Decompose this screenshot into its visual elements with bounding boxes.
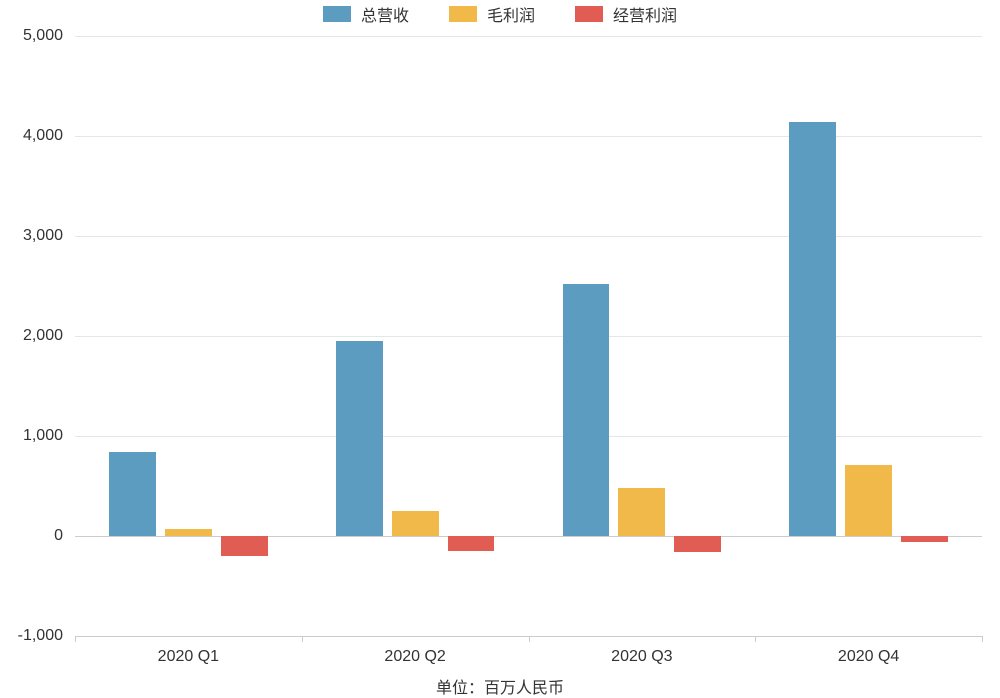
y-tick-label: 2,000: [23, 327, 75, 345]
legend-label: 总营收: [361, 2, 409, 26]
x-tick: [982, 636, 983, 642]
gridline: [75, 436, 982, 437]
legend-swatch: [575, 6, 603, 22]
y-tick-label: -1,000: [18, 627, 75, 645]
legend-label: 经营利润: [613, 2, 677, 26]
bar[interactable]: [563, 284, 610, 536]
x-tick: [75, 636, 76, 642]
plot-area: -1,00001,0002,0003,0004,0005,0002020 Q12…: [75, 36, 982, 636]
legend-item[interactable]: 毛利润: [449, 2, 535, 26]
x-tick: [755, 636, 756, 642]
y-tick-label: 1,000: [23, 427, 75, 445]
x-tick-label: 2020 Q3: [611, 648, 672, 666]
x-tick-label: 2020 Q4: [838, 648, 899, 666]
bar[interactable]: [448, 536, 495, 551]
gridline: [75, 236, 982, 237]
bar[interactable]: [392, 511, 439, 536]
x-tick-label: 2020 Q2: [384, 648, 445, 666]
bar[interactable]: [336, 341, 383, 536]
grouped-bar-chart: 总营收毛利润经营利润 -1,00001,0002,0003,0004,0005,…: [0, 0, 1000, 695]
bar[interactable]: [109, 452, 156, 536]
gridline: [75, 536, 982, 537]
bar[interactable]: [789, 122, 836, 536]
bar[interactable]: [845, 465, 892, 536]
legend-swatch: [449, 6, 477, 22]
legend-label: 毛利润: [487, 2, 535, 26]
gridline: [75, 336, 982, 337]
bar[interactable]: [221, 536, 268, 556]
y-tick-label: 5,000: [23, 27, 75, 45]
x-axis-title: 单位：百万人民币: [0, 674, 1000, 698]
x-tick: [302, 636, 303, 642]
legend-item[interactable]: 经营利润: [575, 2, 677, 26]
bar[interactable]: [674, 536, 721, 552]
bar[interactable]: [618, 488, 665, 536]
bar[interactable]: [165, 529, 212, 536]
bar[interactable]: [901, 536, 948, 542]
legend-swatch: [323, 6, 351, 22]
gridline: [75, 36, 982, 37]
gridline: [75, 136, 982, 137]
y-tick-label: 3,000: [23, 227, 75, 245]
legend-item[interactable]: 总营收: [323, 2, 409, 26]
y-tick-label: 4,000: [23, 127, 75, 145]
y-tick-label: 0: [54, 527, 75, 545]
legend: 总营收 毛利润 经营利润: [0, 2, 1000, 26]
x-tick-label: 2020 Q1: [158, 648, 219, 666]
x-tick: [529, 636, 530, 642]
